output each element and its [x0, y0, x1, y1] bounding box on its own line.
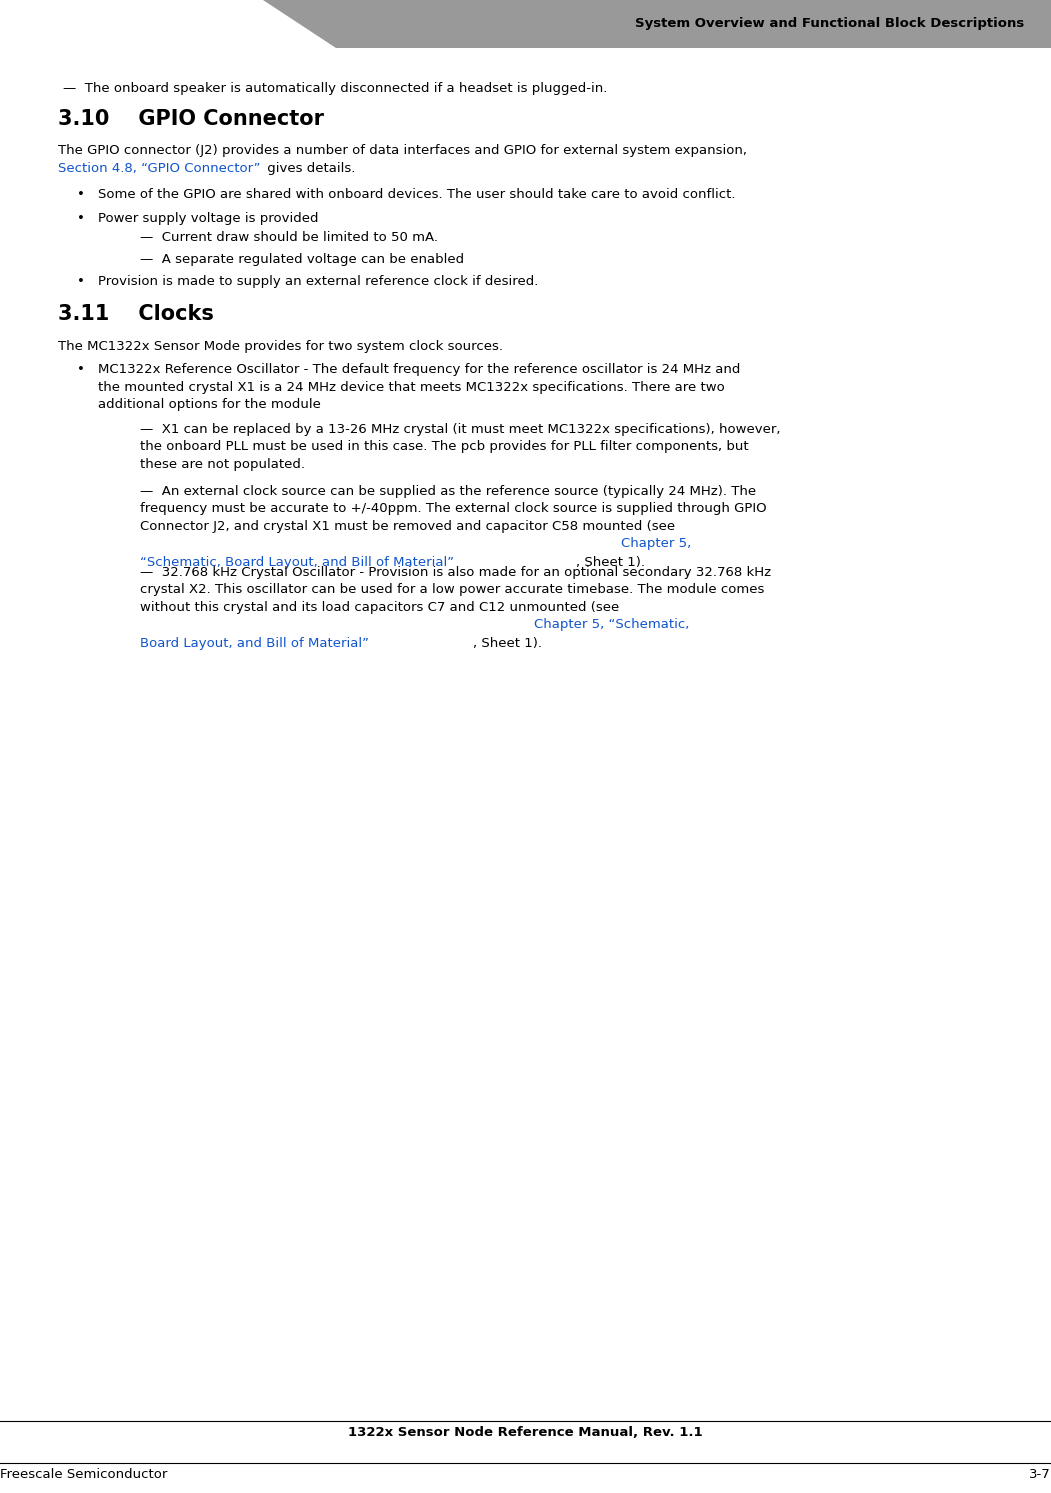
Text: 3.10    GPIO Connector: 3.10 GPIO Connector — [58, 109, 324, 128]
Text: —  Current draw should be limited to 50 mA.: — Current draw should be limited to 50 m… — [140, 231, 438, 243]
Text: 3-7: 3-7 — [1029, 1468, 1051, 1481]
Text: —  A separate regulated voltage can be enabled: — A separate regulated voltage can be en… — [140, 252, 463, 266]
Text: Provision is made to supply an external reference clock if desired.: Provision is made to supply an external … — [98, 275, 538, 288]
Text: Power supply voltage is provided: Power supply voltage is provided — [98, 212, 318, 224]
Text: , Sheet 1).: , Sheet 1). — [473, 636, 542, 649]
Text: —  An external clock source can be supplied as the reference source (typically 2: — An external clock source can be suppli… — [140, 485, 766, 533]
Text: 3.11    Clocks: 3.11 Clocks — [58, 305, 213, 324]
Text: Chapter 5, “Schematic,: Chapter 5, “Schematic, — [534, 618, 689, 632]
Text: System Overview and Functional Block Descriptions: System Overview and Functional Block Des… — [636, 18, 1025, 30]
Text: Section 4.8, “GPIO Connector”: Section 4.8, “GPIO Connector” — [58, 161, 261, 175]
Text: The GPIO connector (J2) provides a number of data interfaces and GPIO for extern: The GPIO connector (J2) provides a numbe… — [58, 143, 747, 157]
Text: —  32.768 kHz Crystal Oscillator - Provision is also made for an optional second: — 32.768 kHz Crystal Oscillator - Provis… — [140, 566, 770, 614]
Text: gives details.: gives details. — [263, 161, 355, 175]
Text: •: • — [77, 363, 84, 376]
Text: 1322x Sensor Node Reference Manual, Rev. 1.1: 1322x Sensor Node Reference Manual, Rev.… — [348, 1426, 703, 1439]
Text: —  The onboard speaker is automatically disconnected if a headset is plugged-in.: — The onboard speaker is automatically d… — [63, 82, 607, 96]
Text: —  X1 can be replaced by a 13-26 MHz crystal (it must meet MC1322x specification: — X1 can be replaced by a 13-26 MHz crys… — [140, 423, 780, 470]
Text: Freescale Semiconductor: Freescale Semiconductor — [0, 1468, 167, 1481]
Text: “Schematic, Board Layout, and Bill of Material”: “Schematic, Board Layout, and Bill of Ma… — [140, 555, 454, 569]
Text: Some of the GPIO are shared with onboard devices. The user should take care to a: Some of the GPIO are shared with onboard… — [98, 188, 736, 202]
Text: •: • — [77, 188, 84, 202]
Text: , Sheet 1).: , Sheet 1). — [576, 555, 645, 569]
Text: Chapter 5,: Chapter 5, — [621, 537, 692, 549]
Text: The MC1322x Sensor Mode provides for two system clock sources.: The MC1322x Sensor Mode provides for two… — [58, 340, 502, 352]
Text: MC1322x Reference Oscillator - The default frequency for the reference oscillato: MC1322x Reference Oscillator - The defau… — [98, 363, 740, 412]
Polygon shape — [263, 0, 1051, 48]
Text: Board Layout, and Bill of Material”: Board Layout, and Bill of Material” — [140, 636, 369, 649]
Text: •: • — [77, 275, 84, 288]
Text: •: • — [77, 212, 84, 224]
